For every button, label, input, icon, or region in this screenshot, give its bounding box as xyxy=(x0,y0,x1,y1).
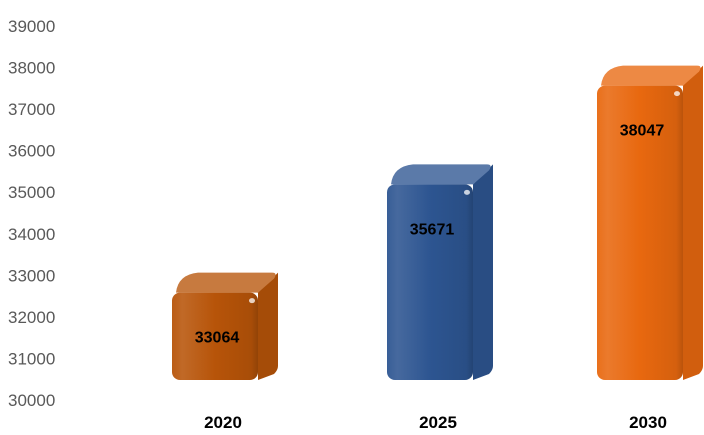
bar-top-face xyxy=(391,164,491,185)
bar-highlight xyxy=(674,91,680,97)
data-label: 35671 xyxy=(410,221,455,238)
data-label: 33064 xyxy=(195,330,240,347)
bars: 33064 35671 38047 xyxy=(172,65,703,380)
data-label: 38047 xyxy=(620,123,665,140)
bar-top-face xyxy=(601,65,701,86)
y-tick-label: 35000 xyxy=(8,183,55,202)
bar-side-face xyxy=(473,164,493,380)
y-tick-label: 34000 xyxy=(8,225,55,244)
y-tick-label: 31000 xyxy=(8,349,55,368)
bar-front-face xyxy=(597,85,683,380)
bar-front-face xyxy=(387,184,473,380)
bar-2025: 35671 xyxy=(387,164,493,380)
bar-front-face xyxy=(172,292,258,380)
y-tick-label: 32000 xyxy=(8,308,55,327)
y-axis: 30000 31000 32000 33000 34000 35000 36000 37000… xyxy=(8,17,55,410)
y-tick-label: 36000 xyxy=(8,142,55,161)
y-tick-label: 30000 xyxy=(8,391,55,410)
bar-highlight xyxy=(464,189,470,195)
x-tick-label: 2025 xyxy=(419,413,457,432)
x-axis: 2020 2025 2030 xyxy=(204,413,667,432)
bar-top-face xyxy=(176,272,276,293)
bar-highlight xyxy=(249,298,255,304)
bar-2020: 33064 xyxy=(172,272,278,380)
y-tick-label: 39000 xyxy=(8,17,55,36)
bar-2030: 38047 xyxy=(597,65,703,380)
y-tick-label: 33000 xyxy=(8,266,55,285)
bar-side-face xyxy=(258,272,278,380)
bar-side-face xyxy=(683,65,703,380)
x-tick-label: 2020 xyxy=(204,413,242,432)
x-tick-label: 2030 xyxy=(629,413,667,432)
y-tick-label: 37000 xyxy=(8,100,55,119)
y-tick-label: 38000 xyxy=(8,59,55,78)
